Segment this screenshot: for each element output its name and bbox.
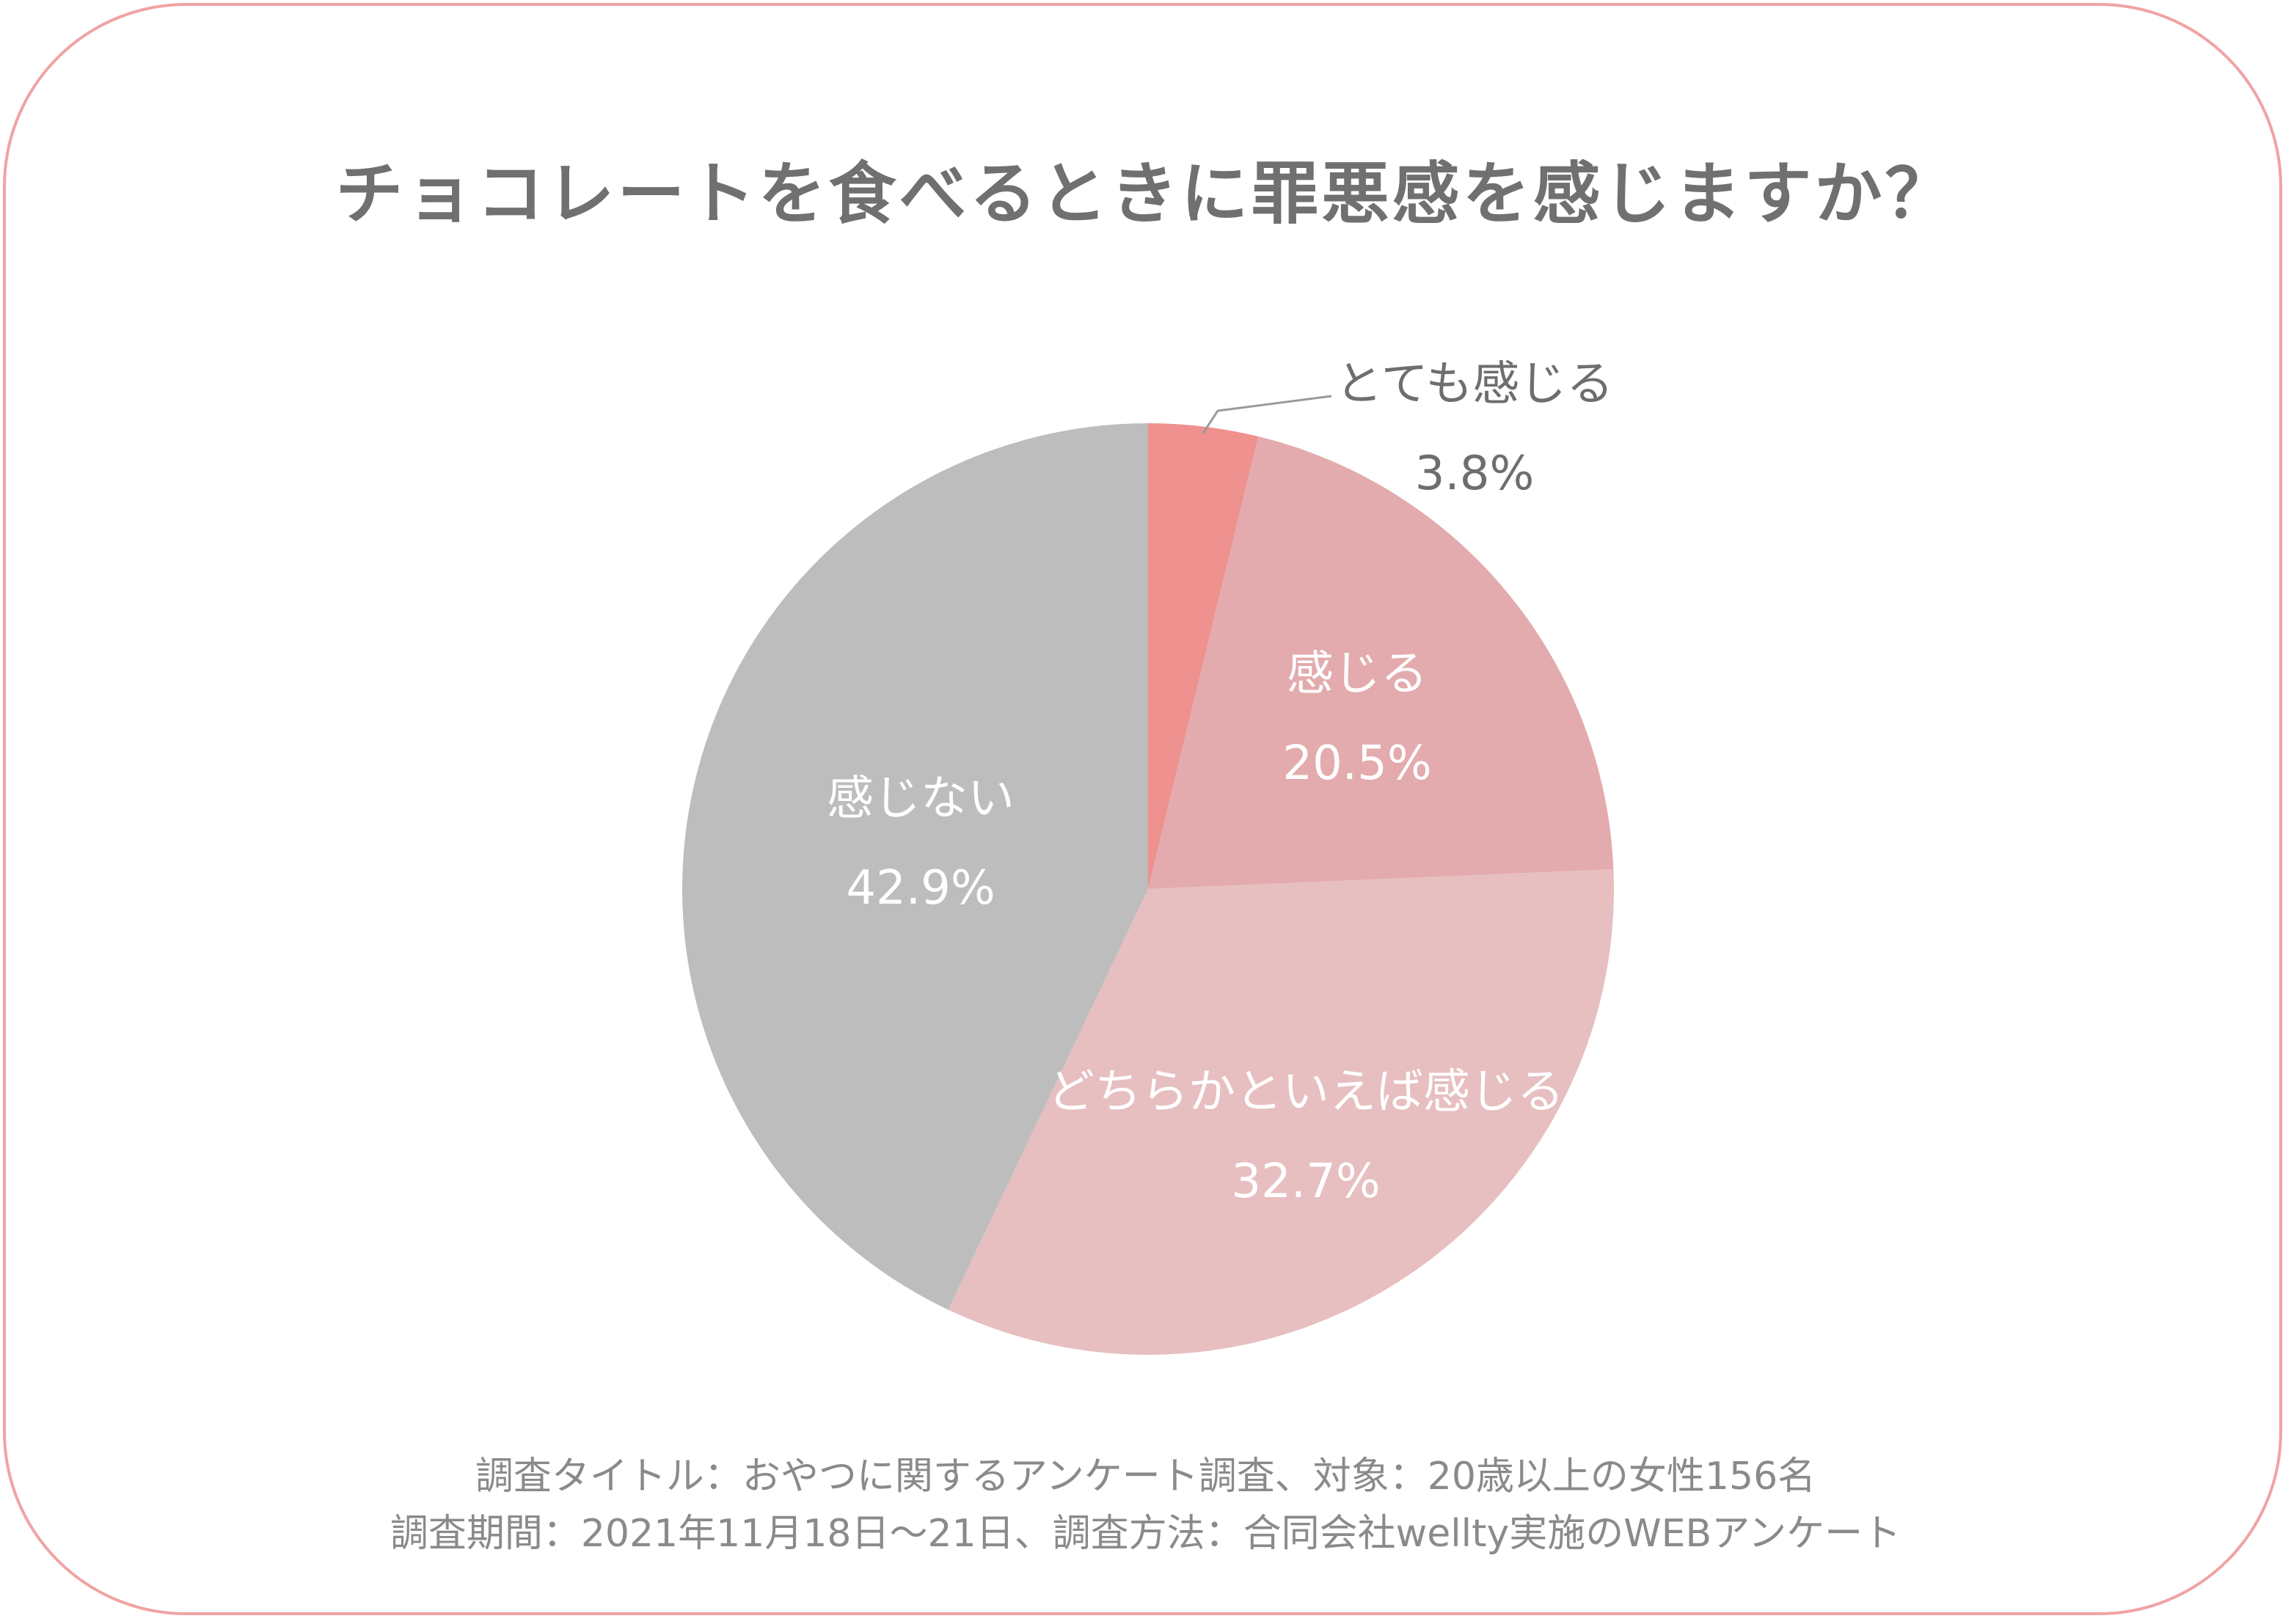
footnote-survey-method: 調査期間：2021年11月18日～21日、調査方法：合同会社wellty実施のW… — [390, 1512, 1901, 1556]
label-rather: どちらかといえば感じる — [1048, 1065, 1564, 1119]
label-very-much: とても感じる — [1336, 357, 1614, 412]
label-very-much-value: 3.8% — [1415, 447, 1535, 501]
label-not-at-all: 感じない — [827, 772, 1015, 826]
slice-rather — [948, 869, 1614, 1355]
label-not-at-all-value: 42.9% — [846, 861, 995, 915]
label-somewhat-value: 20.5% — [1282, 736, 1431, 791]
label-somewhat: 感じる — [1287, 647, 1428, 701]
footnote-survey-title: 調査タイトル：おやつに関するアンケート調査、対象：20歳以上の女性156名 — [475, 1455, 1816, 1499]
label-rather-value: 32.7% — [1231, 1155, 1380, 1209]
slice-somewhat — [1148, 436, 1614, 889]
leader-line — [1202, 395, 1332, 435]
chart-title: チョコレートを食べるときに罪悪感を感じますか？ — [335, 155, 1956, 233]
slice-not-at-all — [682, 423, 1148, 1310]
slice-very-much — [1148, 423, 1259, 889]
